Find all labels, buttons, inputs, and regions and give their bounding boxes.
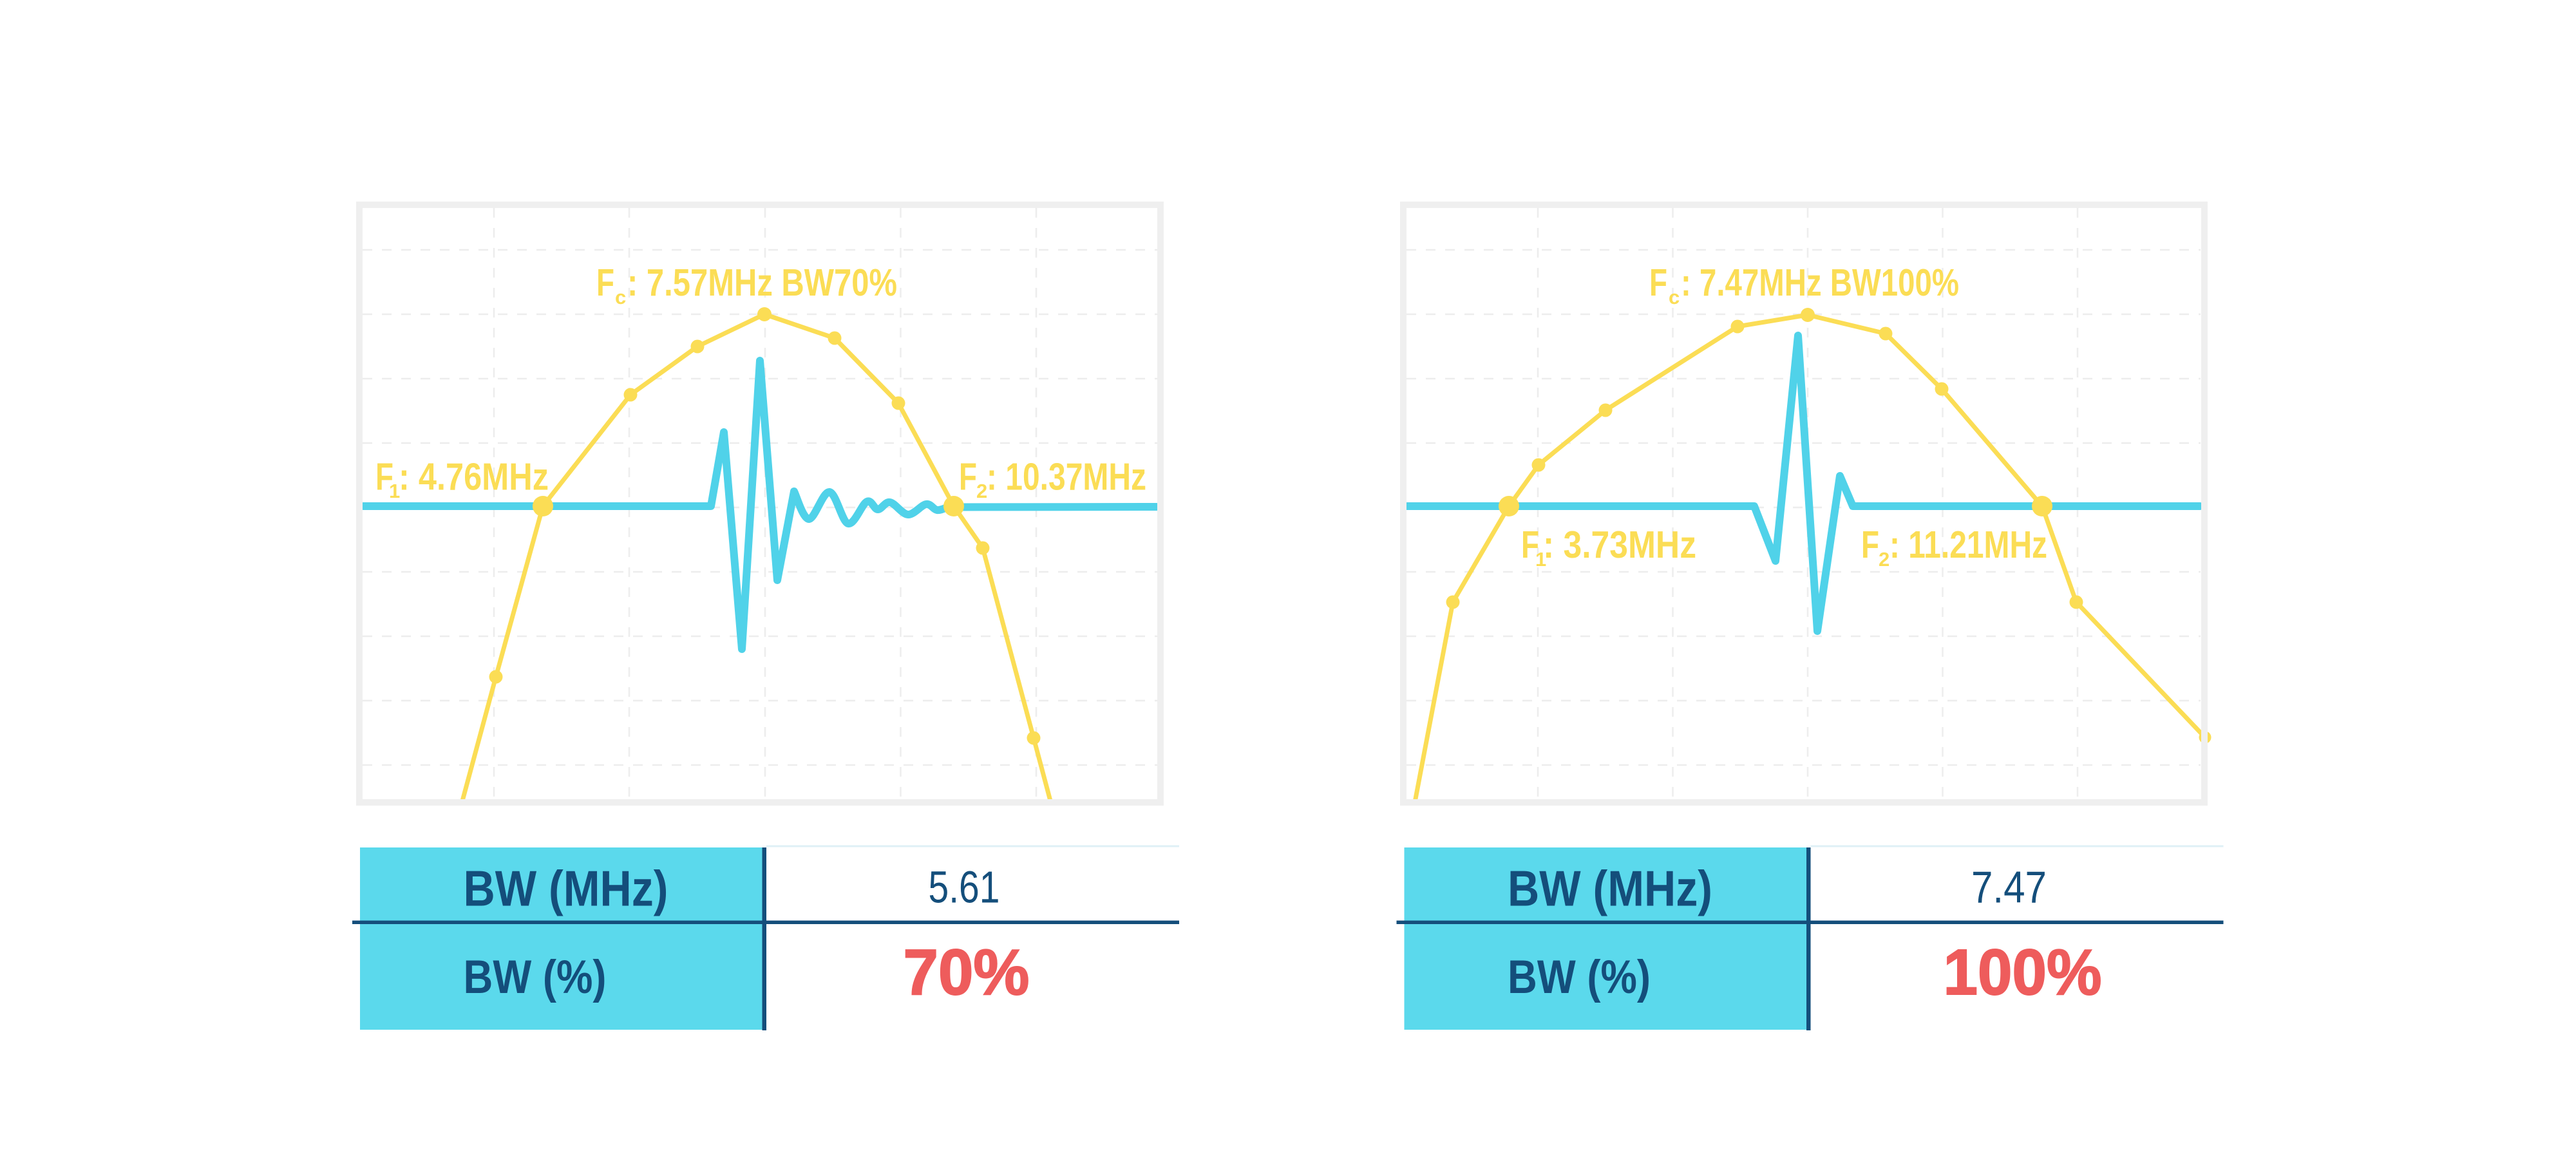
svg-text:F: F: [375, 456, 393, 498]
svg-text:1: 1: [389, 480, 400, 502]
svg-text:BW (MHz): BW (MHz): [464, 860, 668, 917]
svg-text:: 10.37MHz: : 10.37MHz: [987, 456, 1146, 498]
svg-text:100%: 100%: [1944, 936, 2102, 1008]
svg-text:2: 2: [1879, 548, 1889, 571]
svg-text:70%: 70%: [904, 936, 1030, 1008]
svg-text:BW (%): BW (%): [1508, 951, 1651, 1003]
svg-text:BW (MHz): BW (MHz): [1508, 860, 1712, 917]
svg-text:F: F: [1861, 524, 1879, 566]
svg-text:: 7.57MHz BW70%: : 7.57MHz BW70%: [627, 261, 897, 304]
svg-text:: 11.21MHz: : 11.21MHz: [1889, 524, 2047, 566]
svg-text:2: 2: [976, 480, 987, 502]
svg-text:F: F: [1649, 261, 1667, 304]
svg-text:c: c: [1669, 286, 1680, 308]
svg-text:7.47: 7.47: [1971, 862, 2047, 913]
svg-text:F: F: [959, 456, 977, 498]
svg-text:: 3.73MHz: : 3.73MHz: [1543, 524, 1696, 566]
svg-text:1: 1: [1535, 548, 1546, 571]
svg-text:F: F: [596, 261, 614, 304]
svg-text:: 7.47MHz BW100%: : 7.47MHz BW100%: [1681, 261, 1959, 304]
svg-text:BW (%): BW (%): [464, 951, 607, 1003]
svg-text:F: F: [1521, 524, 1539, 566]
svg-text:: 4.76MHz: : 4.76MHz: [399, 456, 549, 498]
svg-text:5.61: 5.61: [929, 862, 1000, 913]
svg-text:c: c: [615, 286, 626, 308]
